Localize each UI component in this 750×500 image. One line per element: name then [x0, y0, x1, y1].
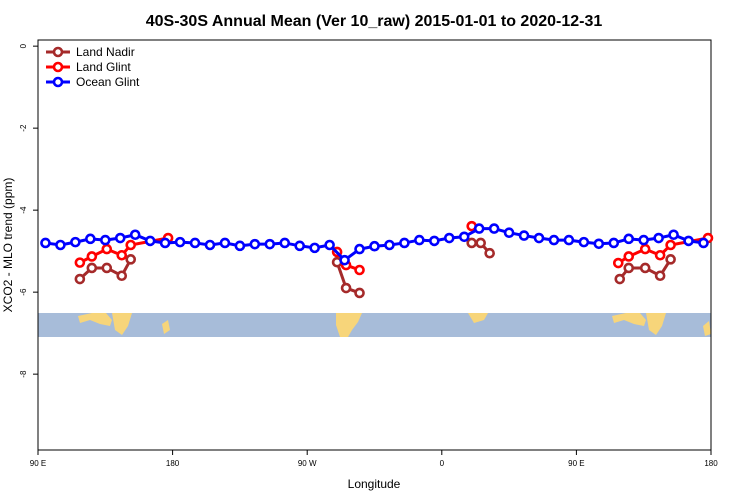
x-tick-label: 90 E — [568, 459, 584, 468]
point-marker — [74, 273, 86, 285]
point-marker — [414, 234, 425, 246]
point-marker — [354, 243, 365, 255]
point-marker — [144, 235, 156, 247]
legend-label: Land Glint — [76, 60, 131, 74]
point-marker — [384, 239, 395, 251]
point-marker — [369, 240, 380, 252]
point-marker — [174, 236, 186, 248]
y-tick-label: -8 — [19, 370, 28, 378]
x-tick-label: 90 W — [298, 459, 317, 468]
point-marker — [653, 232, 664, 244]
point-marker — [324, 239, 335, 251]
point-marker — [116, 249, 128, 261]
point-marker — [639, 262, 651, 274]
point-marker — [668, 229, 679, 241]
point-marker — [563, 234, 575, 246]
point-marker — [55, 239, 66, 251]
point-marker — [279, 237, 291, 249]
point-marker — [399, 237, 410, 249]
point-marker — [488, 223, 500, 234]
x-tick-label: 180 — [166, 459, 180, 468]
point-marker — [665, 254, 676, 265]
point-marker — [612, 257, 624, 269]
point-marker — [623, 251, 635, 262]
point-marker — [443, 232, 455, 244]
point-marker — [219, 237, 231, 249]
point-marker — [249, 238, 261, 250]
point-marker — [339, 254, 350, 266]
point-marker — [623, 262, 635, 274]
point-marker — [654, 270, 666, 282]
point-marker — [159, 237, 171, 249]
point-marker — [466, 237, 478, 249]
x-tick-label: 0 — [440, 459, 445, 468]
y-tick-label: 0 — [19, 43, 28, 48]
point-marker — [70, 236, 81, 248]
point-marker — [354, 287, 365, 299]
point-marker — [40, 237, 51, 249]
point-marker — [234, 240, 246, 252]
point-marker — [484, 247, 495, 259]
point-marker — [548, 234, 560, 246]
y-axis-label: XCO2 - MLO trend (ppm) — [1, 178, 15, 313]
point-marker — [503, 227, 515, 238]
chart-title: 40S-30S Annual Mean (Ver 10_raw) 2015-01… — [146, 13, 603, 30]
point-marker — [129, 229, 141, 241]
point-marker — [654, 249, 666, 261]
point-marker — [593, 238, 605, 250]
x-axis-label: Longitude — [348, 477, 401, 491]
point-marker — [578, 236, 590, 248]
point-marker — [125, 239, 137, 251]
point-marker — [204, 239, 216, 251]
point-marker — [74, 257, 86, 268]
legend-marker — [52, 76, 64, 88]
point-marker — [309, 242, 320, 254]
point-marker — [85, 233, 96, 245]
point-marker — [429, 235, 440, 247]
point-marker — [698, 237, 709, 249]
point-marker — [475, 237, 486, 249]
legend-label: Ocean Glint — [76, 75, 140, 89]
x-tick-label: 90 E — [30, 459, 46, 468]
y-tick-label: -6 — [19, 288, 28, 296]
point-marker — [101, 243, 113, 255]
legend-marker — [52, 46, 64, 58]
point-marker — [608, 237, 620, 249]
point-marker — [354, 264, 365, 276]
point-marker — [114, 232, 126, 244]
point-marker — [533, 232, 545, 244]
point-marker — [665, 239, 676, 251]
point-marker — [116, 270, 128, 282]
y-tick-label: -2 — [19, 124, 28, 132]
point-marker — [683, 235, 694, 247]
point-marker — [86, 262, 98, 274]
point-marker — [264, 238, 276, 250]
point-marker — [125, 254, 137, 265]
point-marker — [86, 251, 98, 262]
point-marker — [340, 282, 352, 294]
point-marker — [101, 262, 113, 274]
legend-label: Land Nadir — [76, 45, 135, 59]
point-marker — [458, 231, 470, 243]
point-marker — [638, 234, 650, 246]
point-marker — [518, 230, 530, 241]
point-marker — [623, 233, 635, 245]
legend-marker — [52, 61, 64, 73]
plot-frame — [37, 39, 712, 451]
point-marker — [639, 243, 651, 255]
point-marker — [294, 240, 306, 252]
point-marker — [473, 223, 485, 234]
x-tick-label: 180 — [704, 459, 718, 468]
point-marker — [189, 237, 201, 249]
point-marker — [100, 234, 111, 246]
map-strip — [38, 313, 711, 337]
point-marker — [614, 273, 626, 285]
y-tick-label: -4 — [19, 206, 28, 214]
